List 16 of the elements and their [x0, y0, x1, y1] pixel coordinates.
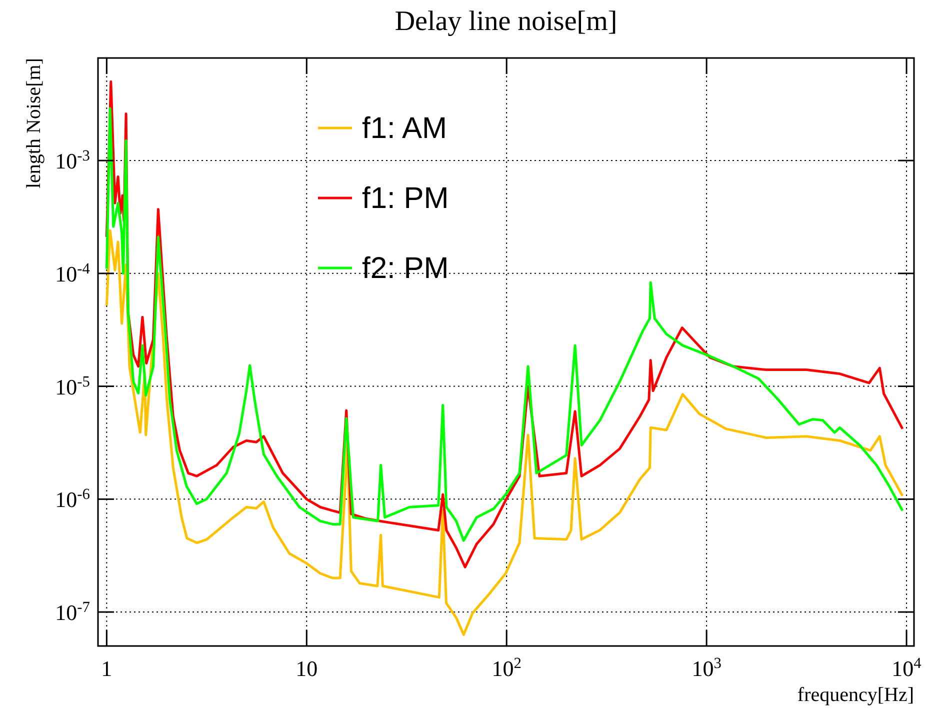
legend-label: f1: AM [362, 112, 448, 145]
y-tick-label: 10$^{-5}$ [55, 372, 90, 400]
x-axis-title: frequency[Hz] [797, 684, 914, 706]
x-tick-label: 10$^{2}$ [492, 654, 522, 681]
y-axis-title: length Noise[m] [23, 58, 45, 189]
chart-title: Delay line noise[m] [394, 6, 618, 37]
x-tick-label: 10$^{3}$ [692, 654, 722, 681]
x-tick-label: 10 [296, 656, 318, 681]
legend-label: f1: PM [362, 182, 449, 215]
y-tick-label: 10$^{-3}$ [55, 147, 90, 174]
y-tick-label: 10$^{-4}$ [55, 260, 90, 286]
y-tick-label: 10$^{-7}$ [55, 598, 90, 626]
x-tick-label: 1 [101, 656, 112, 681]
x-tick-label: 10$^{4}$ [892, 654, 922, 681]
y-tick-label: 10$^{-6}$ [55, 486, 90, 512]
legend-label: f2: PM [362, 252, 449, 285]
